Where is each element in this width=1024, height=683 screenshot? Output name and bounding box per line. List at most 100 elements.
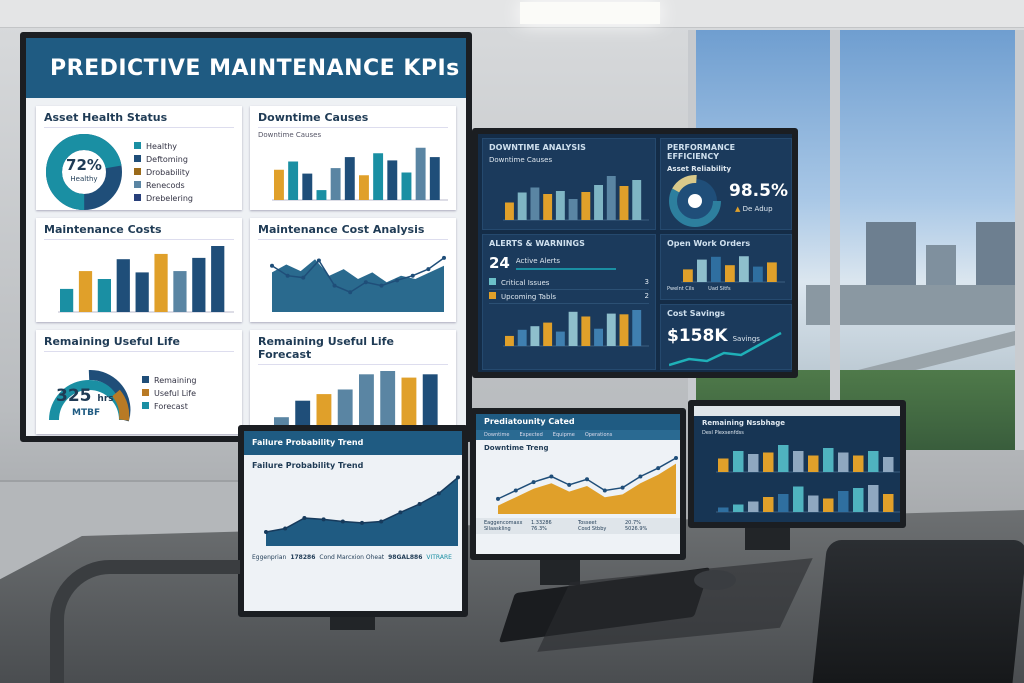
downtime-causes-panel: Downtime Causes Downtime Causes (250, 106, 456, 210)
data-point (456, 475, 460, 480)
legend-item: Deftoming (134, 153, 193, 166)
bar (808, 455, 819, 472)
bar (853, 488, 864, 512)
data-point (283, 526, 288, 531)
bar (568, 199, 578, 220)
warning-icon: ▲ (735, 205, 741, 213)
legend-swatch (142, 375, 149, 383)
bar (373, 153, 384, 200)
bar (748, 501, 759, 512)
failure-trend-chart (264, 475, 460, 546)
data-point (301, 275, 306, 280)
stat-cell: 20.7% (625, 520, 641, 526)
bar (697, 259, 707, 282)
stat-cell: 5026.9% (625, 526, 648, 532)
line-series (271, 257, 445, 294)
bar (517, 192, 527, 220)
bar (316, 190, 327, 200)
legend-swatch (134, 154, 141, 162)
alert-progress (515, 267, 616, 270)
rul-forecast-panel: Remaining Useful Life Forecast (250, 330, 456, 436)
mtbf-unit: hrs (97, 394, 114, 404)
bar (683, 269, 693, 282)
panel-title: Maintenance Costs (44, 223, 234, 240)
data-point (567, 482, 572, 487)
bar (116, 259, 130, 312)
left-desk-monitor: Failure Probability Trend Failure Probab… (238, 425, 468, 617)
reliability-value: 98.5% (729, 181, 788, 201)
data-point (360, 520, 364, 525)
data-point (638, 474, 643, 479)
panel-subtitle: Downtime Causes (258, 131, 322, 139)
alerts-bar-chart (503, 310, 649, 347)
data-point (436, 491, 441, 496)
tab[interactable]: Expected (519, 432, 543, 438)
stat-cell: 1.33286 (531, 520, 552, 526)
savings-label: Savings (732, 335, 760, 343)
bar (555, 191, 565, 220)
bar (401, 172, 412, 200)
alert-item[interactable]: Critical Issues 3 (489, 276, 649, 290)
legend-swatch (142, 401, 149, 409)
data-point (302, 516, 307, 520)
wall-kpi-screen: PREDICTIVE MAINTENANCE KPIs Asset Health… (20, 32, 472, 442)
work-orders-panel: Open Work Orders Pwelnt Cils Uad Sitfs (660, 234, 792, 300)
bar (619, 186, 629, 220)
legend-item: Forecast (142, 400, 196, 413)
data-point (379, 519, 384, 524)
data-point (363, 280, 368, 285)
bar (135, 272, 149, 312)
bar (868, 485, 879, 512)
bar (632, 310, 642, 346)
data-point (316, 258, 321, 263)
legend-item: Pwelnt Cils (667, 286, 695, 292)
dashboard-title: PREDICTIVE MAINTENANCE KPIs (26, 38, 466, 98)
legend-item: Drebelering (134, 192, 193, 205)
data-point (417, 502, 422, 506)
bar (793, 486, 804, 512)
data-point (395, 278, 400, 283)
savings-value: $158K (667, 326, 728, 346)
stats-table: Eaggencomaxx 1.33286 Tosseet 20.7% Sllaaskli… (476, 518, 680, 534)
bar (387, 160, 398, 200)
health-percent: 72% (66, 156, 102, 174)
data-point (549, 474, 554, 479)
data-point (513, 488, 518, 493)
legend-swatch (134, 193, 141, 201)
bar (838, 491, 849, 512)
bar (173, 271, 187, 312)
cost-analysis-chart (270, 255, 446, 312)
alerts-panel: ALERTS & WARNINGS 24 Active Alerts Critic… (482, 234, 656, 370)
stat-cell: Tosseet (578, 520, 597, 526)
bar (517, 329, 527, 346)
bar (380, 371, 396, 436)
monitor-header: Prediatounity Cated (476, 414, 680, 430)
bar (211, 246, 225, 312)
bar (853, 455, 864, 472)
performance-panel: PERFORMANCE EFFICIENCY Asset Reliability… (660, 138, 792, 230)
curved-desk-edge (50, 560, 240, 683)
tab[interactable]: Equipme (552, 432, 575, 438)
data-point (585, 477, 589, 482)
bar (753, 266, 763, 282)
legend-swatch (134, 167, 141, 175)
cost-analysis-panel: Maintenance Cost Analysis (250, 218, 456, 322)
bar (330, 168, 341, 200)
alert-count-label: Active Alerts (515, 256, 561, 265)
downtime-trend-chart (496, 456, 678, 514)
legend-swatch (134, 180, 141, 188)
reliability-donut (669, 175, 721, 227)
bar (337, 389, 353, 436)
bar (883, 457, 894, 472)
alert-item[interactable]: Upcoming Tabls 2 (489, 290, 649, 304)
tab[interactable]: Operations (584, 432, 613, 438)
cost-savings-panel: Cost Savings $158K Savings (660, 304, 792, 370)
bar (415, 147, 426, 200)
remaining-bar-chart-top (716, 445, 900, 473)
tab[interactable]: Downtime (484, 432, 510, 438)
mouse[interactable] (694, 570, 736, 590)
panel-title: DOWNTIME ANALYSIS (489, 143, 586, 152)
rul-panel: Remaining Useful Life 325 hrs MTBF Remai… (36, 330, 242, 434)
bar (192, 257, 206, 312)
bar (718, 458, 729, 472)
